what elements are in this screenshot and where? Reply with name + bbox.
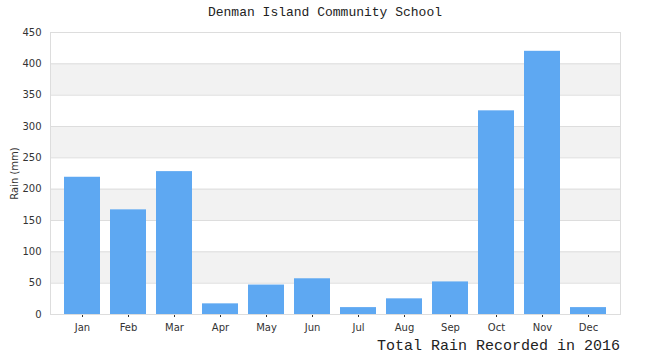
html-text:Total Rain Recorded in 2016: Total Rain Recorded in 2016 [377,338,620,355]
svg-text:0: 0 [35,309,41,320]
svg-text:Mar: Mar [165,322,185,333]
svg-text:Jul: Jul [351,322,364,333]
svg-text:Apr: Apr [212,322,230,333]
svg-text:Aug: Aug [395,322,415,333]
html-text:Denman Island Community School: Denman Island Community School [208,5,442,20]
svg-text:300: 300 [22,121,41,132]
svg-text:50: 50 [29,277,42,288]
svg-text:Feb: Feb [120,322,138,333]
svg-text:Sep: Sep [441,322,460,333]
svg-text:450: 450 [22,27,41,38]
svg-text:Oct: Oct [488,322,505,333]
svg-text:150: 150 [22,215,41,226]
svg-text:Jun: Jun [304,322,321,333]
svg-text:May: May [256,322,277,333]
svg-text:Nov: Nov [533,322,553,333]
svg-text:Rain (mm): Rain (mm) [9,147,20,200]
svg-text:100: 100 [22,246,41,257]
svg-text:350: 350 [22,89,41,100]
svg-text:400: 400 [22,58,41,69]
svg-text:Dec: Dec [579,322,598,333]
svg-text:250: 250 [22,152,41,163]
svg-text:Jan: Jan [74,322,90,333]
svg-text:200: 200 [22,183,41,194]
